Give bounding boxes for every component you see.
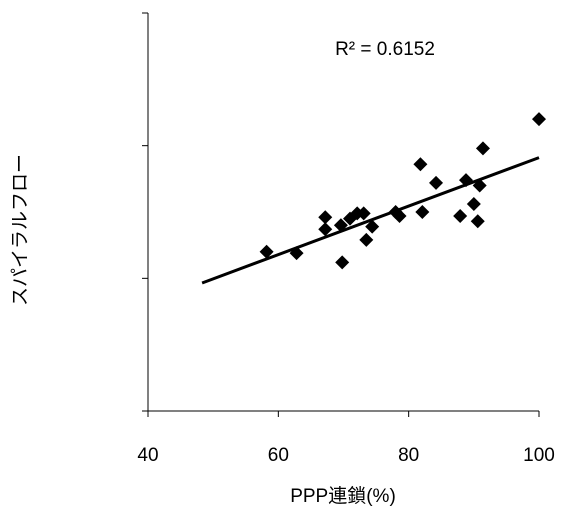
point [470,214,485,229]
point [335,255,350,270]
x-tick-label: 80 [398,445,419,466]
point [359,232,374,247]
trendline [201,156,540,285]
point [318,210,333,225]
point [453,208,468,223]
point [356,206,371,221]
point [392,208,407,223]
point [466,197,481,212]
point [532,112,546,127]
point [318,222,333,237]
y-axis-label: スパイラルフロー [10,154,31,306]
x-axis-label: PPP連鎖(%) [290,485,396,507]
x-tick-label: 60 [268,445,289,466]
point [415,205,430,219]
point [429,175,444,190]
point [259,244,274,259]
x-tick-label: 40 [137,445,158,466]
point [365,219,380,234]
point [333,218,348,233]
point [289,246,304,261]
point [472,178,487,193]
annotation: R² = 0.6152 [335,39,435,60]
point [475,141,490,156]
point [459,173,474,188]
point [413,157,428,172]
x-tick-label: 100 [523,445,555,466]
